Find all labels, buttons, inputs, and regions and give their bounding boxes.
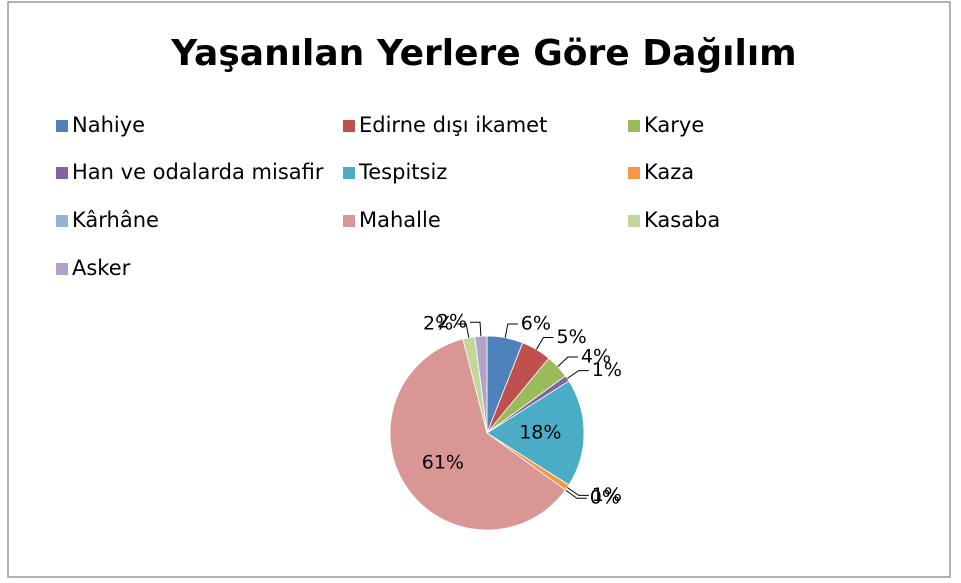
legend-label: Han ve odalarda misafir: [72, 160, 324, 184]
pie-slice: [389, 338, 567, 531]
data-label: 1%: [592, 359, 622, 381]
leader-line: [566, 370, 589, 379]
leader-line: [535, 336, 554, 350]
legend-label: Asker: [72, 256, 131, 280]
legend-label: Edirne dışı ikamet: [359, 113, 547, 137]
legend-swatch: [343, 215, 355, 227]
leader-line: [504, 323, 518, 338]
legend-swatch: [56, 215, 68, 227]
data-label: 6%: [521, 312, 551, 334]
legend-label: Karye: [644, 113, 704, 137]
pie-slice: [474, 335, 488, 434]
legend-swatch: [343, 167, 355, 179]
data-label: 0%: [590, 487, 620, 509]
legend-label: Kârhâne: [72, 208, 159, 232]
legend-swatch: [628, 167, 640, 179]
data-label: 4%: [581, 346, 611, 368]
chart-title: Yaşanılan Yerlere Göre Dağılım: [170, 33, 796, 74]
pie-slice: [486, 380, 585, 486]
leader-line: [566, 487, 589, 496]
leader-line: [470, 321, 482, 337]
legend-label: Kasaba: [644, 208, 720, 232]
data-label: 5%: [557, 326, 587, 348]
legend-swatch: [56, 167, 68, 179]
legend-swatch: [628, 215, 640, 227]
data-label: 18%: [519, 422, 561, 444]
data-label: 2%: [437, 311, 467, 333]
legend-swatch: [343, 120, 355, 132]
data-label: 1%: [592, 484, 622, 506]
leader-line: [565, 489, 587, 499]
data-label: 61%: [422, 451, 464, 473]
legend-label: Nahiye: [72, 113, 145, 137]
legend-label: Mahalle: [359, 208, 441, 232]
data-label: 2%: [423, 312, 453, 334]
leader-line: [557, 356, 578, 367]
legend-label: Kaza: [644, 160, 694, 184]
legend-swatch: [56, 120, 68, 132]
legend-swatch: [56, 263, 68, 275]
leader-line: [456, 323, 470, 338]
legend-swatch: [628, 120, 640, 132]
legend-label: Tespitsiz: [358, 160, 447, 184]
